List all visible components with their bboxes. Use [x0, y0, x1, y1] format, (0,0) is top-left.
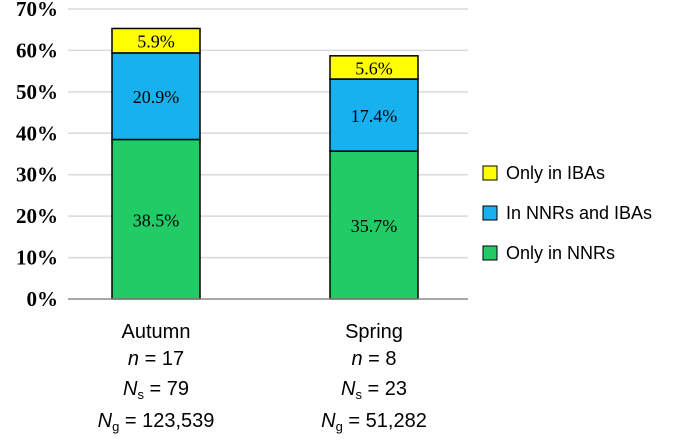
y-tick-label: 40%	[16, 121, 58, 145]
category-label: Autumn	[122, 321, 191, 343]
data-label: 20.9%	[133, 87, 180, 107]
bar-segment	[329, 55, 419, 80]
legend-label: In NNRs and IBAs	[506, 203, 652, 223]
sample-ng: Ng = 123,539	[98, 410, 215, 434]
y-tick-label: 30%	[16, 163, 58, 187]
y-tick-label: 0%	[27, 287, 59, 311]
sample-ns: Ns = 79	[123, 378, 189, 402]
legend-swatch	[482, 205, 498, 221]
y-tick-label: 10%	[16, 246, 58, 270]
y-tick-label: 70%	[16, 0, 58, 21]
data-label: 35.7%	[351, 216, 398, 236]
data-label: 38.5%	[133, 210, 180, 230]
y-tick-label: 60%	[16, 38, 58, 62]
sample-ns: Ns = 23	[341, 378, 407, 402]
data-label: 5.6%	[355, 58, 393, 78]
legend: Only in IBAs In NNRs and IBAs Only in NNRs	[482, 163, 652, 263]
sample-ng: Ng = 51,282	[321, 410, 427, 434]
category-label: Spring	[345, 321, 403, 343]
bar-segment	[111, 52, 201, 141]
data-label: 17.4%	[351, 106, 398, 126]
sample-n: n = 8	[351, 348, 396, 370]
bar-segment	[329, 78, 419, 152]
legend-swatch	[482, 245, 498, 261]
data-label: 5.9%	[137, 32, 175, 52]
bar-segment	[329, 150, 419, 300]
y-tick-label: 20%	[16, 204, 58, 228]
bars: 38.5% 20.9% 5.9% 35.7% 17.4% 5.6%	[111, 27, 419, 300]
category-labels: Autumn n = 17 Ns = 79 Ng = 123,539 Spring n =…	[98, 321, 427, 434]
legend-label: Only in NNRs	[506, 243, 615, 263]
legend-label: Only in IBAs	[506, 163, 605, 183]
y-axis-tick-labels: 0% 10% 20% 30% 40% 50% 60% 70%	[16, 0, 58, 311]
legend-swatch	[482, 165, 498, 181]
sample-n: n = 17	[128, 348, 184, 370]
bar-segment	[111, 27, 201, 54]
y-tick-label: 50%	[16, 80, 58, 104]
